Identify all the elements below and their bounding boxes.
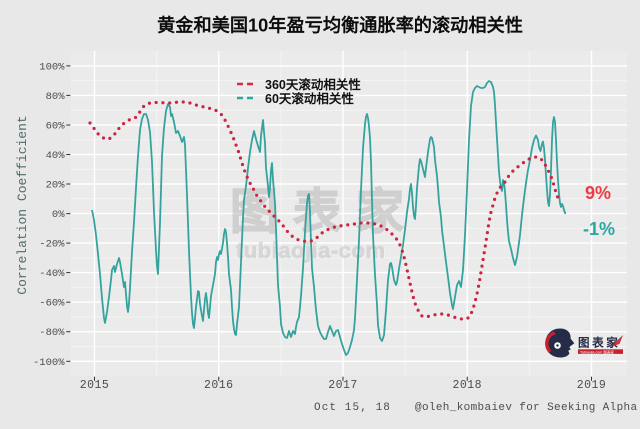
svg-text:Correlation Coefficient: Correlation Coefficient bbox=[15, 115, 30, 294]
svg-text:-1%: -1% bbox=[583, 219, 615, 239]
svg-text:2017: 2017 bbox=[328, 379, 358, 392]
svg-text:黄金和美国10年盈亏均衡通胀率的滚动相关性: 黄金和美国10年盈亏均衡通胀率的滚动相关性 bbox=[157, 15, 523, 36]
svg-text:100%: 100% bbox=[39, 61, 65, 73]
svg-text:图表家: 图表家 bbox=[578, 336, 620, 350]
svg-text:图表家: 图表家 bbox=[230, 186, 419, 239]
svg-text:@oleh_kombaiev for Seeking Alp: @oleh_kombaiev for Seeking Alpha bbox=[415, 402, 637, 414]
svg-text:Tubiaojia.com 图表家: Tubiaojia.com 图表家 bbox=[580, 349, 614, 354]
svg-text:-40%: -40% bbox=[39, 268, 65, 280]
svg-text:2016: 2016 bbox=[204, 379, 234, 392]
svg-text:80%: 80% bbox=[46, 91, 66, 103]
svg-text:2015: 2015 bbox=[80, 379, 110, 392]
svg-text:40%: 40% bbox=[46, 150, 66, 162]
svg-text:20%: 20% bbox=[46, 180, 66, 192]
svg-text:-60%: -60% bbox=[39, 298, 65, 310]
svg-text:-80%: -80% bbox=[39, 327, 65, 339]
svg-text:-20%: -20% bbox=[39, 239, 65, 251]
svg-text:0%: 0% bbox=[52, 209, 65, 221]
svg-text:360天滚动相关性: 360天滚动相关性 bbox=[265, 77, 361, 92]
svg-text:60%: 60% bbox=[46, 121, 66, 133]
svg-text:-100%: -100% bbox=[33, 357, 65, 369]
svg-text:9%: 9% bbox=[585, 183, 611, 203]
svg-text:60天滚动相关性: 60天滚动相关性 bbox=[265, 91, 354, 106]
svg-text:图表家: 图表家 bbox=[231, 187, 420, 240]
svg-text:2018: 2018 bbox=[452, 379, 482, 392]
svg-text:2019: 2019 bbox=[577, 379, 607, 392]
svg-text:Oct 15, 18: Oct 15, 18 bbox=[314, 402, 391, 414]
